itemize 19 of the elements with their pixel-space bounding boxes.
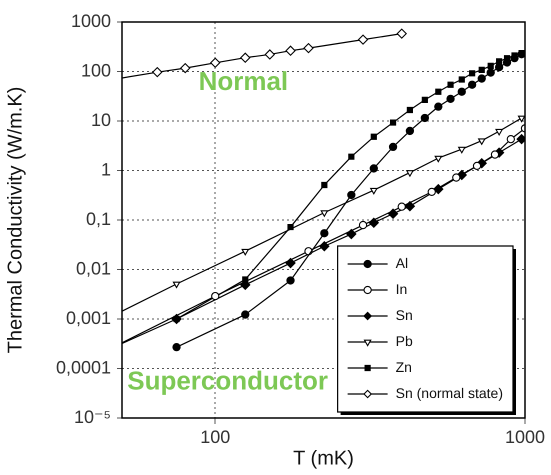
- legend-label: Sn (normal state): [396, 384, 504, 401]
- annotation: Normal: [198, 66, 288, 96]
- y-axis-title: Thermal Conductivity (W/m.K): [4, 86, 27, 354]
- legend-label: Sn: [396, 306, 413, 323]
- y-tick-label: 0,1: [86, 208, 111, 229]
- y-tick-label: 100: [80, 60, 111, 80]
- annotation: Superconductor: [127, 366, 328, 396]
- legend-label: Zn: [396, 358, 412, 375]
- y-tick-label: 10: [90, 110, 111, 130]
- y-tick-label: 0,001: [66, 308, 111, 328]
- x-axis-title: T (mK): [293, 448, 354, 470]
- y-tick-label: 10⁻⁵: [74, 406, 111, 427]
- y-tick-label: 1000: [70, 10, 111, 31]
- legend-label: Al: [396, 254, 408, 271]
- y-tick-label: 0,01: [76, 258, 111, 278]
- legend-label: Pb: [396, 332, 413, 349]
- y-tick-label: 0,0001: [56, 357, 111, 378]
- legend-label: In: [396, 280, 408, 297]
- y-tick-label: 1: [100, 159, 111, 180]
